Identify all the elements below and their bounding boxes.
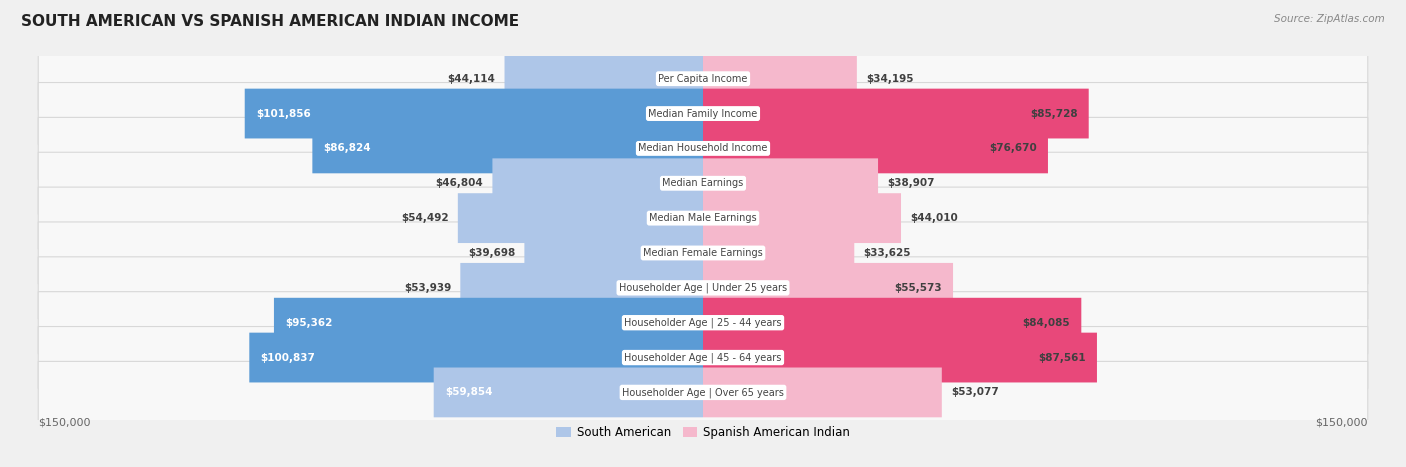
FancyBboxPatch shape	[38, 48, 1368, 110]
Text: $53,077: $53,077	[950, 388, 998, 397]
FancyBboxPatch shape	[703, 193, 901, 243]
FancyBboxPatch shape	[38, 361, 1368, 424]
FancyBboxPatch shape	[38, 326, 1368, 389]
FancyBboxPatch shape	[38, 257, 1368, 319]
Text: Median Earnings: Median Earnings	[662, 178, 744, 188]
FancyBboxPatch shape	[38, 292, 1368, 354]
Text: $33,625: $33,625	[863, 248, 911, 258]
Text: Householder Age | Over 65 years: Householder Age | Over 65 years	[621, 387, 785, 398]
Text: SOUTH AMERICAN VS SPANISH AMERICAN INDIAN INCOME: SOUTH AMERICAN VS SPANISH AMERICAN INDIA…	[21, 14, 519, 29]
Text: $76,670: $76,670	[988, 143, 1036, 154]
Text: Median Family Income: Median Family Income	[648, 108, 758, 119]
Text: Median Female Earnings: Median Female Earnings	[643, 248, 763, 258]
Text: $150,000: $150,000	[38, 417, 91, 427]
Text: $87,561: $87,561	[1038, 353, 1085, 362]
Text: $86,824: $86,824	[323, 143, 371, 154]
FancyBboxPatch shape	[703, 263, 953, 313]
FancyBboxPatch shape	[249, 333, 703, 382]
Text: $101,856: $101,856	[256, 108, 311, 119]
Text: $44,010: $44,010	[910, 213, 957, 223]
FancyBboxPatch shape	[433, 368, 703, 417]
Text: $55,573: $55,573	[894, 283, 942, 293]
FancyBboxPatch shape	[703, 158, 879, 208]
FancyBboxPatch shape	[703, 123, 1047, 173]
Text: $44,114: $44,114	[447, 74, 495, 84]
FancyBboxPatch shape	[703, 54, 856, 104]
Text: Per Capita Income: Per Capita Income	[658, 74, 748, 84]
Legend: South American, Spanish American Indian: South American, Spanish American Indian	[551, 421, 855, 444]
FancyBboxPatch shape	[703, 89, 1088, 138]
Text: $84,085: $84,085	[1022, 318, 1070, 328]
FancyBboxPatch shape	[524, 228, 703, 278]
Text: $46,804: $46,804	[436, 178, 484, 188]
Text: $39,698: $39,698	[468, 248, 516, 258]
FancyBboxPatch shape	[38, 152, 1368, 214]
Text: Median Household Income: Median Household Income	[638, 143, 768, 154]
FancyBboxPatch shape	[274, 298, 703, 347]
FancyBboxPatch shape	[458, 193, 703, 243]
FancyBboxPatch shape	[505, 54, 703, 104]
FancyBboxPatch shape	[38, 117, 1368, 179]
Text: $54,492: $54,492	[401, 213, 449, 223]
Text: $150,000: $150,000	[1315, 417, 1368, 427]
Text: Householder Age | Under 25 years: Householder Age | Under 25 years	[619, 283, 787, 293]
FancyBboxPatch shape	[703, 228, 855, 278]
FancyBboxPatch shape	[312, 123, 703, 173]
FancyBboxPatch shape	[703, 333, 1097, 382]
FancyBboxPatch shape	[245, 89, 703, 138]
FancyBboxPatch shape	[703, 298, 1081, 347]
Text: $59,854: $59,854	[444, 388, 492, 397]
FancyBboxPatch shape	[38, 83, 1368, 145]
Text: $100,837: $100,837	[260, 353, 315, 362]
Text: Median Male Earnings: Median Male Earnings	[650, 213, 756, 223]
Text: $34,195: $34,195	[866, 74, 914, 84]
Text: $85,728: $85,728	[1029, 108, 1077, 119]
FancyBboxPatch shape	[38, 187, 1368, 249]
Text: Householder Age | 25 - 44 years: Householder Age | 25 - 44 years	[624, 318, 782, 328]
Text: $53,939: $53,939	[404, 283, 451, 293]
Text: Source: ZipAtlas.com: Source: ZipAtlas.com	[1274, 14, 1385, 24]
FancyBboxPatch shape	[492, 158, 703, 208]
Text: Householder Age | 45 - 64 years: Householder Age | 45 - 64 years	[624, 352, 782, 363]
FancyBboxPatch shape	[38, 222, 1368, 284]
FancyBboxPatch shape	[703, 368, 942, 417]
Text: $95,362: $95,362	[285, 318, 333, 328]
FancyBboxPatch shape	[460, 263, 703, 313]
Text: $38,907: $38,907	[887, 178, 935, 188]
